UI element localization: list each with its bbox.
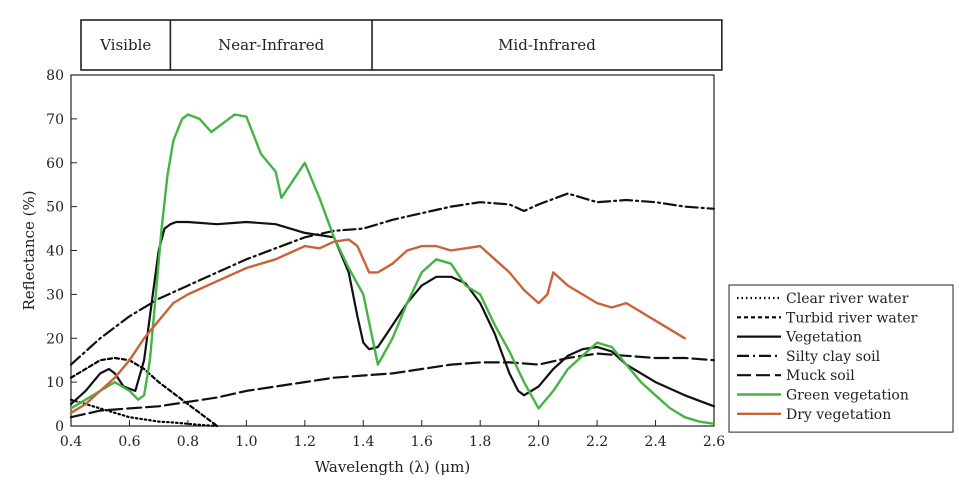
- series-lines: [69, 113, 716, 428]
- legend-label-turbid-river-water: Turbid river water: [786, 310, 918, 326]
- x-axis-title: Wavelength (λ) (μm): [315, 458, 470, 476]
- y-axis-title: Reflectance (%): [20, 190, 38, 310]
- band-header-box: [80, 19, 723, 71]
- x-tick-label: 2.0: [528, 434, 550, 450]
- series-line-dry-vegetation: [69, 238, 686, 414]
- legend-label-dry-vegetation: Dry vegetation: [786, 407, 891, 423]
- x-tick-label: 0.4: [60, 434, 82, 450]
- legend-label-vegetation: Vegetation: [785, 330, 862, 346]
- band-label: Visible: [99, 36, 151, 54]
- y-tick-label: 20: [46, 331, 64, 347]
- spectral-bands: Visible Near-Infrared Mid-Infrared: [80, 19, 723, 71]
- x-tick-label: 1.8: [469, 434, 491, 450]
- x-tick-label: 2.6: [703, 434, 725, 450]
- y-tick-label: 70: [46, 112, 64, 128]
- band-label: Near-Infrared: [218, 36, 324, 54]
- y-tick-label: 30: [46, 287, 64, 303]
- x-tick-label: 1.4: [352, 434, 374, 450]
- series-line-silty-clay-soil: [69, 192, 716, 366]
- band-label: Mid-Infrared: [498, 36, 596, 54]
- x-tick-label: 0.6: [118, 434, 140, 450]
- legend-label-silty-clay-soil: Silty clay soil: [786, 349, 881, 365]
- x-tick-label: 2.2: [586, 434, 608, 450]
- x-tick-label: 2.4: [644, 434, 666, 450]
- y-tick-label: 50: [46, 200, 64, 216]
- x-tick-label: 1.6: [411, 434, 433, 450]
- y-tick-label: 80: [46, 68, 64, 84]
- x-tick-label: 1.0: [235, 434, 257, 450]
- series-line-muck-soil: [69, 352, 716, 419]
- legend-label-clear-river-water: Clear river water: [786, 291, 909, 307]
- y-tick-label: 0: [55, 419, 64, 435]
- legend-label-muck-soil: Muck soil: [786, 368, 855, 384]
- legend-label-green-vegetation: Green vegetation: [786, 388, 909, 404]
- series-line-vegetation: [69, 220, 716, 408]
- series-line-clear-river-water: [69, 398, 219, 428]
- legend-box: [728, 284, 954, 433]
- y-tick-label: 40: [46, 244, 64, 260]
- axis-ticks: 0.4 0.6 0.8 1.0 1.2 1.4 1.6 1.8 2.0 2.2 2.4 2.6 0 10 2…: [46, 68, 725, 450]
- y-tick-label: 10: [46, 375, 64, 391]
- x-tick-label: 0.8: [177, 434, 199, 450]
- series-line-turbid-river-water: [69, 356, 219, 428]
- legend: Clear river water Turbid river water Veget…: [728, 284, 954, 433]
- x-tick-label: 1.2: [294, 434, 316, 450]
- series-line-green-vegetation: [69, 113, 716, 425]
- y-tick-label: 60: [46, 156, 64, 172]
